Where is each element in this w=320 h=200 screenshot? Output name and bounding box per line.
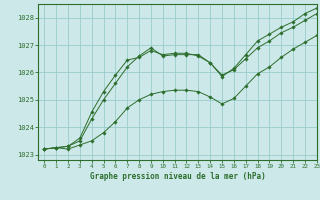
X-axis label: Graphe pression niveau de la mer (hPa): Graphe pression niveau de la mer (hPa) [90, 172, 266, 181]
